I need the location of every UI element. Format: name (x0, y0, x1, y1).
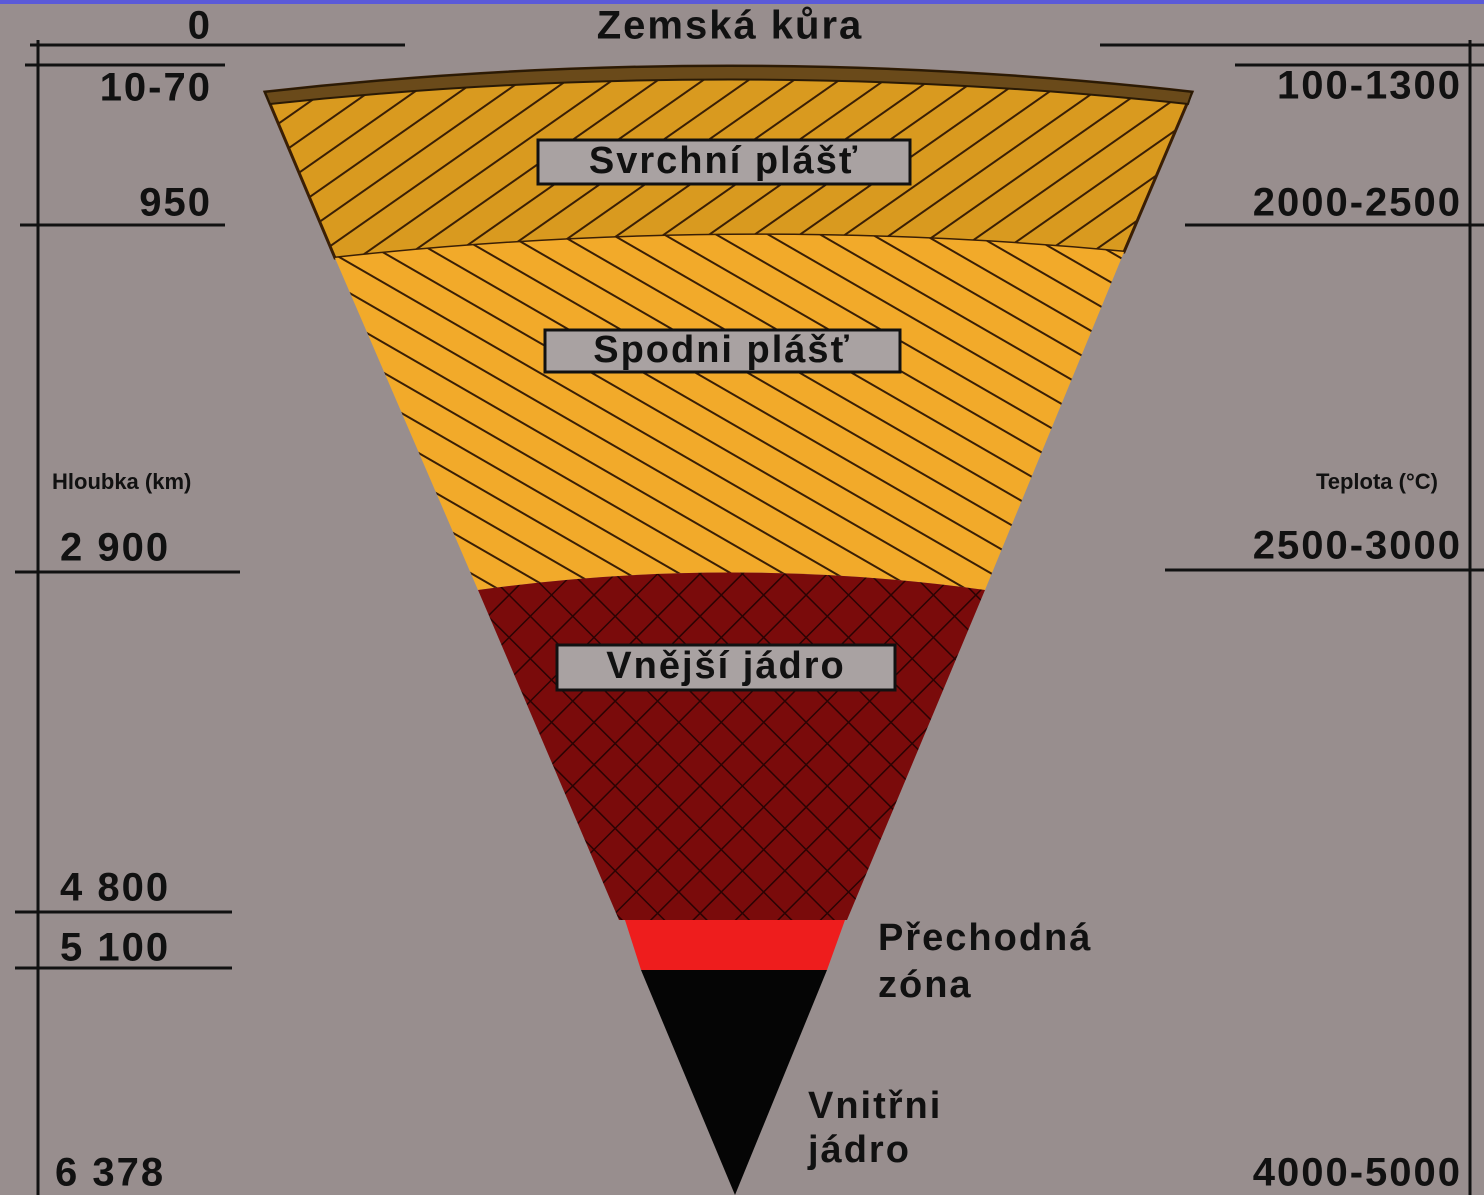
temperature-tick: 4000-5000 (1253, 1151, 1462, 1195)
layer-label: Vnitřni (808, 1085, 942, 1127)
layer-label: Vnější jádro (606, 645, 845, 687)
depth-tick: 2 900 (60, 526, 170, 570)
layer-label: jádro (807, 1129, 911, 1171)
temperature-tick: 100-1300 (1277, 64, 1462, 108)
lower-mantle (335, 235, 1124, 590)
title: Zemská kůra (597, 4, 864, 48)
layer-label: zóna (878, 964, 973, 1006)
temperature-tick: 2500-3000 (1253, 524, 1462, 568)
outer-core (478, 573, 985, 921)
diagram: Zemská kůra 0 10-70 950 Hloubka (km) 2 9… (0, 0, 1484, 1195)
transition-zone (625, 920, 845, 970)
depth-tick: 5 100 (60, 926, 170, 970)
depth-tick: 0 (188, 4, 212, 48)
inner-core (641, 970, 827, 1195)
layer-label: Přechodná (878, 917, 1092, 959)
temperature-label: Teplota (°C) (1316, 469, 1438, 494)
temperature-tick: 2000-2500 (1253, 181, 1462, 225)
layer-label: Spodni plášť (593, 329, 851, 371)
layer-label: Svrchní plášť (589, 140, 859, 182)
depth-tick: 6 378 (55, 1151, 165, 1195)
depth-label: Hloubka (km) (52, 469, 191, 494)
depth-tick: 10-70 (100, 66, 212, 110)
depth-tick: 950 (139, 181, 212, 225)
depth-tick: 4 800 (60, 866, 170, 910)
